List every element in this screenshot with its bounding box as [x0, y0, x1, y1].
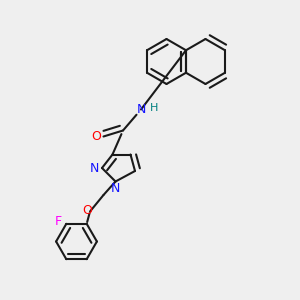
Text: N: N [90, 161, 99, 175]
Text: N: N [111, 182, 120, 195]
Text: H: H [150, 103, 159, 113]
Text: O: O [82, 203, 92, 217]
Text: O: O [91, 130, 101, 143]
Text: F: F [55, 215, 62, 228]
Text: N: N [136, 103, 146, 116]
